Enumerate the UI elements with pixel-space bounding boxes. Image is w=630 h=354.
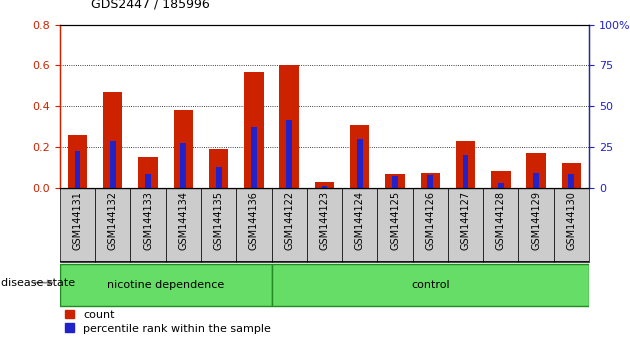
Bar <box>215 167 222 188</box>
Bar <box>74 151 81 188</box>
Bar <box>209 149 228 188</box>
Bar <box>527 153 546 188</box>
FancyBboxPatch shape <box>236 188 272 262</box>
FancyBboxPatch shape <box>130 188 166 262</box>
Bar <box>103 92 122 188</box>
Text: GSM144123: GSM144123 <box>319 191 329 250</box>
Text: disease state: disease state <box>1 278 76 288</box>
Text: GSM144124: GSM144124 <box>355 191 365 250</box>
Text: GSM144136: GSM144136 <box>249 191 259 250</box>
Text: GSM144129: GSM144129 <box>531 191 541 250</box>
FancyBboxPatch shape <box>307 188 342 262</box>
Bar <box>357 139 363 188</box>
Text: GSM144127: GSM144127 <box>461 191 471 251</box>
Bar <box>392 176 398 188</box>
FancyBboxPatch shape <box>60 188 95 262</box>
Bar <box>110 141 116 188</box>
Text: GSM144128: GSM144128 <box>496 191 506 250</box>
Bar <box>491 171 510 188</box>
Bar <box>533 173 539 188</box>
Bar <box>350 125 369 188</box>
FancyBboxPatch shape <box>201 188 236 262</box>
Bar <box>456 141 475 188</box>
Bar <box>280 65 299 188</box>
Bar <box>68 135 87 188</box>
FancyBboxPatch shape <box>413 188 448 262</box>
Bar <box>272 264 589 306</box>
Bar <box>286 120 292 188</box>
Bar <box>251 127 257 188</box>
Bar <box>421 173 440 188</box>
FancyBboxPatch shape <box>166 188 201 262</box>
Bar <box>568 175 575 188</box>
Text: GSM144125: GSM144125 <box>390 191 400 251</box>
Bar <box>145 175 151 188</box>
FancyBboxPatch shape <box>448 188 483 262</box>
FancyBboxPatch shape <box>518 188 554 262</box>
Text: GSM144135: GSM144135 <box>214 191 224 250</box>
Text: GSM144134: GSM144134 <box>178 191 188 250</box>
Text: GDS2447 / 185996: GDS2447 / 185996 <box>91 0 210 11</box>
FancyBboxPatch shape <box>342 188 377 262</box>
Bar <box>139 157 158 188</box>
Bar <box>498 183 504 188</box>
Text: GSM144132: GSM144132 <box>108 191 118 250</box>
FancyBboxPatch shape <box>554 188 589 262</box>
Text: GSM144130: GSM144130 <box>566 191 576 250</box>
Bar <box>386 175 404 188</box>
Bar <box>315 182 334 188</box>
Text: nicotine dependence: nicotine dependence <box>107 280 224 290</box>
Legend: count, percentile rank within the sample: count, percentile rank within the sample <box>66 310 271 333</box>
Text: GSM144131: GSM144131 <box>72 191 83 250</box>
Text: GSM144133: GSM144133 <box>143 191 153 250</box>
FancyBboxPatch shape <box>95 188 130 262</box>
Bar <box>462 155 469 188</box>
Bar <box>562 163 581 188</box>
Bar <box>321 185 328 188</box>
Bar <box>427 176 433 188</box>
FancyBboxPatch shape <box>377 188 413 262</box>
Text: GSM144122: GSM144122 <box>284 191 294 251</box>
FancyBboxPatch shape <box>272 188 307 262</box>
FancyBboxPatch shape <box>483 188 518 262</box>
Bar <box>244 72 263 188</box>
Bar <box>174 110 193 188</box>
Text: GSM144126: GSM144126 <box>425 191 435 250</box>
Bar <box>180 143 186 188</box>
Bar <box>60 264 272 306</box>
Text: control: control <box>411 280 450 290</box>
